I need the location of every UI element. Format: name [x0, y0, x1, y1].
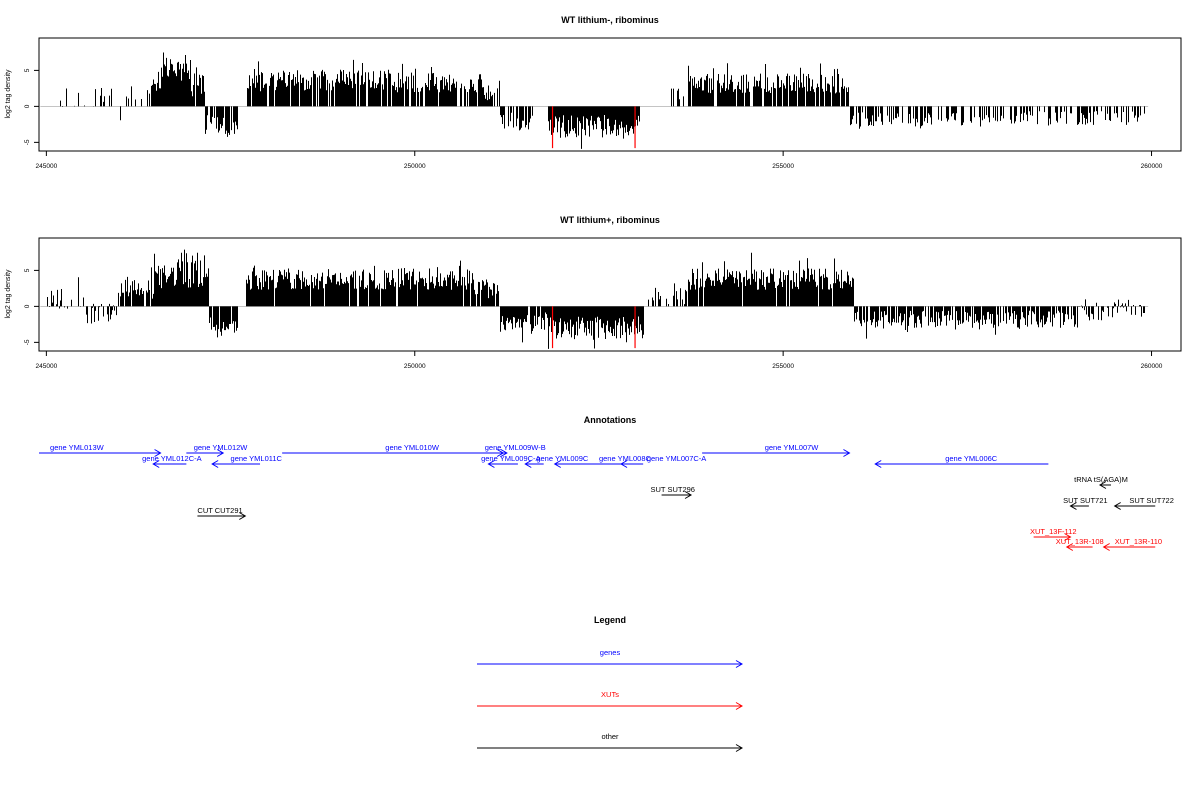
- annotation-label: XUT_13F-112: [1030, 527, 1077, 536]
- x-tick-label: 245000: [36, 363, 58, 370]
- annotation-arrow: [1098, 481, 1112, 489]
- annotation-arrow: [1069, 502, 1089, 510]
- annotation-label: gene YML008C: [599, 454, 652, 463]
- annotation-label: SUT SUT721: [1063, 496, 1107, 505]
- annotation-arrow: [1033, 533, 1072, 541]
- plot-frame: [38, 37, 1182, 152]
- legend-arrow: [477, 744, 743, 752]
- annotation-label: SUT SUT722: [1129, 496, 1173, 505]
- annotation-arrow: [1102, 543, 1156, 551]
- x-tick-label: 260000: [1141, 163, 1163, 170]
- annotation-label: gene YML010W: [385, 443, 440, 452]
- annotation-arrow: [1113, 502, 1156, 510]
- panel-title: WT lithium+, ribominus: [560, 215, 660, 225]
- y-tick-label: 0: [24, 304, 31, 308]
- annotation-features: gene YML013W gene YML012C-A gene YML012W ge…: [39, 443, 1174, 551]
- x-axis: 245000 250000 255000 260000: [36, 351, 1163, 370]
- annotation-arrow: [197, 512, 247, 520]
- annotation-arrow: [620, 460, 644, 468]
- plot-frame: [38, 237, 1182, 352]
- annotation-label: XUT_13R-110: [1115, 537, 1162, 546]
- y-tick-label: 5: [24, 68, 31, 72]
- annotation-label: gene YML007C-A: [647, 454, 706, 463]
- annotation-arrow: [152, 460, 187, 468]
- y-tick-label: 0: [24, 104, 31, 108]
- y-tick-label: -5: [24, 339, 31, 345]
- annotation-arrow: [487, 460, 518, 468]
- y-axis-label: log2 tag density: [5, 69, 12, 119]
- y-axis: -5 0 5: [24, 268, 39, 345]
- annotation-arrow: [39, 449, 162, 457]
- y-axis-label: log2 tag density: [5, 269, 12, 319]
- annotation-arrow: [702, 449, 851, 457]
- legend-panel: Legend genes XUTs other: [477, 615, 743, 752]
- y-axis: -5 0 5: [24, 68, 39, 145]
- bars-lithium-plus: [40, 249, 1149, 349]
- legend-label: XUTs: [601, 690, 619, 699]
- annotation-label: gene YML013W: [50, 443, 105, 452]
- bars-lithium-minus: [40, 52, 1149, 149]
- legend-items: genes XUTs other: [477, 648, 743, 752]
- annotation-arrow: [492, 449, 508, 457]
- x-tick-label: 260000: [1141, 363, 1163, 370]
- panel-title: WT lithium-, ribominus: [561, 15, 659, 25]
- legend-arrow: [477, 702, 743, 710]
- annotations-title: Annotations: [584, 415, 637, 425]
- x-tick-label: 255000: [772, 163, 794, 170]
- annotation-arrow: [874, 460, 1049, 468]
- legend-title: Legend: [594, 615, 626, 625]
- annotation-label: SUT SUT296: [651, 485, 695, 494]
- legend-label: other: [601, 732, 619, 741]
- annotation-label: gene YML011C: [231, 454, 283, 463]
- x-tick-label: 250000: [404, 163, 426, 170]
- annotation-label: tRNA tS(AGA)M: [1074, 475, 1128, 484]
- x-tick-label: 250000: [404, 363, 426, 370]
- panel-lithium-minus: WT lithium-, ribominus 245000 250000 25500…: [5, 15, 1182, 170]
- annotation-label: gene YML009C: [536, 454, 589, 463]
- annotation-label: XUT_13R-108: [1056, 537, 1104, 546]
- annotation-label: gene YML006C: [945, 454, 998, 463]
- annotation-arrow: [524, 460, 544, 468]
- annotation-label: gene YML009C-A: [481, 454, 540, 463]
- annotation-arrow: [1065, 543, 1093, 551]
- y-tick-label: -5: [24, 139, 31, 145]
- x-tick-label: 245000: [36, 163, 58, 170]
- x-tick-label: 255000: [772, 363, 794, 370]
- annotation-arrow: [186, 449, 225, 457]
- annotation-label: CUT CUT291: [197, 506, 242, 515]
- x-axis: 245000 250000 255000 260000: [36, 151, 1163, 170]
- legend-arrow: [477, 660, 743, 668]
- annotation-label: gene YML007W: [765, 443, 820, 452]
- legend-label: genes: [600, 648, 621, 657]
- annotation-label: gene YML012C-A: [142, 454, 201, 463]
- annotation-arrow: [211, 460, 261, 468]
- panel-lithium-plus: WT lithium+, ribominus 245000 250000 25500…: [5, 215, 1182, 370]
- annotation-label: gene YML012W: [194, 443, 249, 452]
- y-tick-label: 5: [24, 268, 31, 272]
- annotation-label: gene YML009W-B: [485, 443, 546, 452]
- annotation-arrow: [661, 491, 693, 499]
